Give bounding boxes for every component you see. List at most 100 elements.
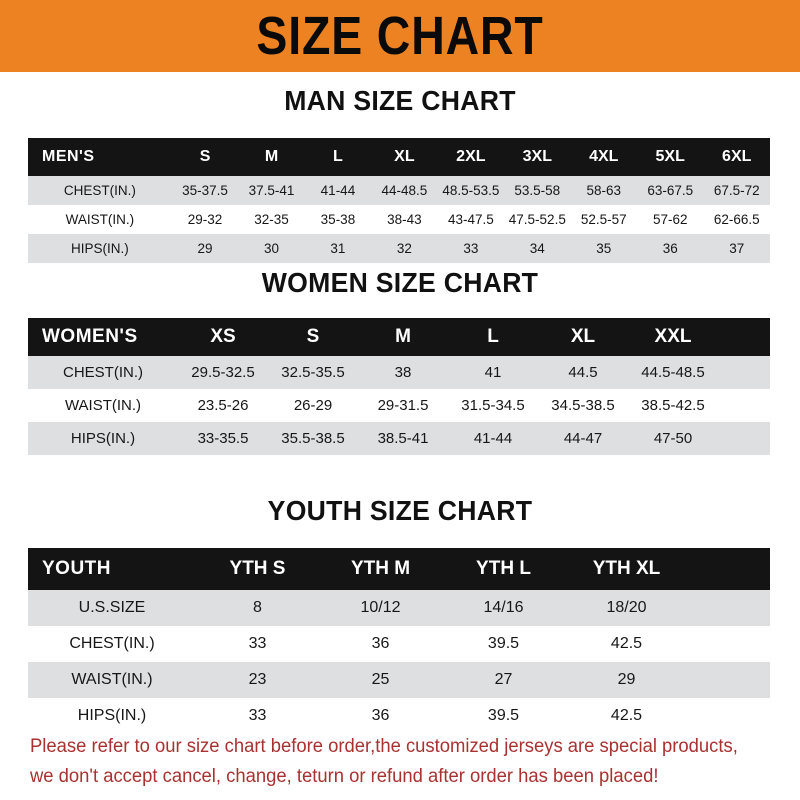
column-header-men-2: L (333, 148, 343, 165)
page-banner: SIZE CHART (0, 0, 800, 72)
cell-men-2-0: 29 (197, 241, 213, 256)
cell-women-2-5: 47-50 (653, 430, 693, 447)
cell-youth-2-2: 27 (494, 671, 513, 688)
cell-youth-3-3: 42.5 (610, 707, 643, 724)
cell-women-0-spacer (718, 356, 770, 389)
column-header-men-0: S (199, 148, 211, 165)
column-header-youth-spacer (688, 548, 770, 590)
size-table-youth: YOUTH YTH S YTH M YTH L YTH XL U.S.SIZE … (28, 548, 770, 734)
cell-youth-3-0: 33 (248, 707, 267, 724)
cell-men-0-2: 41-44 (320, 183, 356, 198)
cell-men-0-4: 48.5-53.5 (442, 183, 500, 198)
cell-youth-1-2: 39.5 (487, 635, 520, 652)
cell-men-1-7: 57-62 (652, 212, 688, 227)
cell-youth-3-2: 39.5 (487, 707, 520, 724)
size-table-men: MEN'S S M L XL 2XL 3XL 4XL 5XL 6XL CHEST… (28, 138, 770, 263)
cell-men-2-5: 34 (529, 241, 545, 256)
section-title-men: MAN SIZE CHART (284, 85, 516, 116)
cell-men-0-6: 58-63 (586, 183, 622, 198)
column-header-women-spacer (718, 318, 770, 356)
cell-women-1-spacer (718, 389, 770, 422)
cell-youth-0-0: 8 (253, 599, 262, 616)
column-header-women-4: XL (570, 326, 596, 347)
cell-men-2-6: 35 (596, 241, 612, 256)
cell-women-2-1: 35.5-38.5 (281, 430, 345, 447)
cell-youth-3-1: 36 (371, 707, 390, 724)
table-corner-label-youth: YOUTH (42, 558, 111, 579)
column-header-men-8: 6XL (722, 148, 752, 165)
cell-youth-1-0: 33 (248, 635, 267, 652)
column-header-men-7: 5XL (655, 148, 685, 165)
cell-men-1-0: 29-32 (187, 212, 223, 227)
cell-women-2-4: 44-47 (563, 430, 603, 447)
column-header-men-4: 2XL (456, 148, 486, 165)
row-label-youth-3: HIPS(IN.) (77, 707, 147, 724)
table-header-row: YOUTH YTH S YTH M YTH L YTH XL (28, 548, 770, 590)
table-row: WAIST(IN.) 29-32 32-35 35-38 38-43 43-47… (28, 205, 770, 234)
cell-men-1-4: 43-47.5 (447, 212, 494, 227)
column-header-youth-0: YTH S (229, 558, 286, 579)
cell-men-1-8: 62-66.5 (713, 212, 760, 227)
cell-youth-2-3: 29 (617, 671, 636, 688)
row-label-men-1: WAIST(IN.) (65, 212, 135, 227)
table-header-row: WOMEN'S XS S M L XL XXL (28, 318, 770, 356)
cell-women-0-5: 44.5-48.5 (641, 364, 705, 381)
cell-men-2-7: 36 (662, 241, 678, 256)
cell-women-2-spacer (718, 422, 770, 455)
table-row: WAIST(IN.) 23.5-26 26-29 29-31.5 31.5-34… (28, 389, 770, 422)
cell-men-2-8: 37 (729, 241, 745, 256)
cell-men-2-3: 32 (396, 241, 412, 256)
table-row: CHEST(IN.) 33 36 39.5 42.5 (28, 626, 770, 662)
column-header-women-2: M (395, 326, 411, 347)
row-label-women-2: HIPS(IN.) (70, 430, 136, 447)
cell-women-0-2: 38 (394, 364, 412, 381)
cell-youth-2-0: 23 (248, 671, 267, 688)
cell-women-1-0: 23.5-26 (197, 397, 249, 414)
cell-men-0-7: 63-67.5 (647, 183, 694, 198)
cell-youth-1-3: 42.5 (610, 635, 643, 652)
column-header-youth-1: YTH M (350, 558, 411, 579)
cell-women-1-1: 26-29 (293, 397, 333, 414)
row-label-youth-0: U.S.SIZE (78, 599, 146, 616)
column-header-men-1: M (264, 148, 279, 165)
column-header-women-5: XXL (654, 326, 692, 347)
cell-women-1-4: 34.5-38.5 (551, 397, 615, 414)
cell-men-1-2: 35-38 (320, 212, 356, 227)
column-header-men-5: 3XL (522, 148, 552, 165)
table-row: HIPS(IN.) 33 36 39.5 42.5 (28, 698, 770, 734)
cell-youth-1-spacer (688, 626, 770, 662)
disclaimer-line-2: we don't accept cancel, change, teturn o… (30, 766, 659, 787)
cell-men-1-6: 52.5-57 (580, 212, 627, 227)
cell-women-0-1: 32.5-35.5 (281, 364, 345, 381)
table-corner-label-women: WOMEN'S (42, 326, 138, 347)
cell-men-2-2: 31 (330, 241, 346, 256)
cell-men-2-4: 33 (463, 241, 479, 256)
cell-men-1-3: 38-43 (387, 212, 422, 227)
row-label-men-2: HIPS(IN.) (71, 241, 129, 256)
column-header-youth-3: YTH XL (592, 558, 661, 579)
table-row: HIPS(IN.) 29 30 31 32 33 34 35 36 37 (28, 234, 770, 263)
section-title-women: WOMEN SIZE CHART (261, 267, 539, 298)
table-corner-label-men: MEN'S (42, 148, 95, 165)
cell-men-0-1: 37.5-41 (248, 183, 295, 198)
row-label-youth-2: WAIST(IN.) (71, 671, 153, 688)
cell-youth-0-2: 14/16 (483, 599, 524, 616)
table-header-row: MEN'S S M L XL 2XL 3XL 4XL 5XL 6XL (28, 138, 770, 176)
table-row: WAIST(IN.) 23 25 27 29 (28, 662, 770, 698)
cell-women-2-2: 38.5-41 (377, 430, 429, 447)
row-label-men-0: CHEST(IN.) (63, 183, 136, 198)
cell-youth-1-1: 36 (371, 635, 390, 652)
cell-women-2-0: 33-35.5 (197, 430, 249, 447)
cell-youth-0-3: 18/20 (606, 599, 647, 616)
cell-youth-2-spacer (688, 662, 770, 698)
row-label-women-0: CHEST(IN.) (63, 364, 143, 381)
cell-men-1-1: 32-35 (254, 212, 289, 227)
column-header-women-1: S (306, 326, 320, 347)
cell-women-1-3: 31.5-34.5 (461, 397, 525, 414)
column-header-youth-2: YTH L (476, 558, 531, 579)
column-header-men-3: XL (394, 148, 415, 165)
cell-women-0-4: 44.5 (568, 364, 598, 381)
cell-men-0-5: 53.5-58 (514, 183, 561, 198)
table-row: U.S.SIZE 8 10/12 14/16 18/20 (28, 590, 770, 626)
size-table-women: WOMEN'S XS S M L XL XXL CHEST(IN.) 29.5-… (28, 318, 770, 455)
